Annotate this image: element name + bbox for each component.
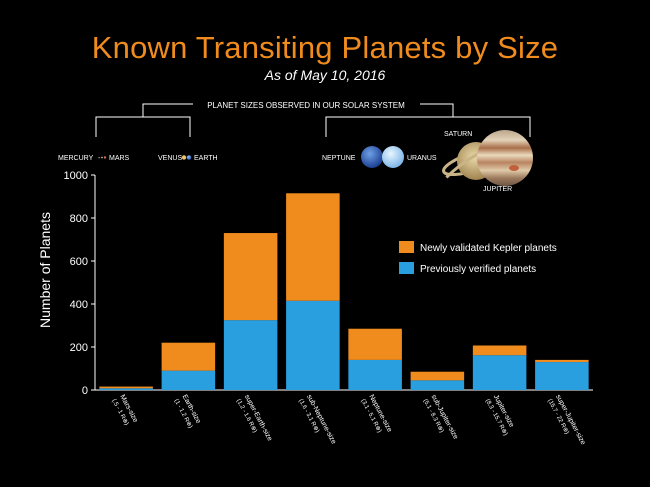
x-tick-label: Neptune-size(3.1 - 5.1 R⊕)	[359, 394, 393, 434]
bar-previous-3	[286, 300, 340, 390]
venus-label: VENUS	[158, 155, 182, 162]
bar-previous-0	[99, 388, 153, 390]
y-tick-label: 0	[82, 385, 88, 397]
y-ticks: 0 200 400 600 800 1000	[64, 170, 95, 397]
y-tick-label: 400	[70, 299, 88, 311]
uranus-icon	[382, 146, 404, 168]
mars-icon	[103, 156, 107, 159]
jupiter-label: JUPITER	[483, 186, 512, 193]
bar-new-0	[99, 386, 153, 389]
y-axis-label: Number of Planets	[37, 212, 53, 328]
bar-new-4	[348, 328, 402, 360]
saturn-label: SATURN	[444, 131, 472, 138]
bar-new-5	[410, 371, 465, 381]
label-dash: -	[98, 155, 101, 162]
earth-icon	[186, 155, 192, 160]
bar-previous-5	[410, 380, 465, 390]
bar-previous-2	[223, 320, 278, 390]
earth-label: EARTH	[194, 155, 218, 162]
x-tick-label: super-Earth-size(1.2 - 1.6 R⊕)	[235, 394, 273, 443]
chart-subtitle: As of May 10, 2016	[264, 67, 386, 83]
neptune-label: NEPTUNE	[322, 155, 356, 162]
neptune-icon	[361, 146, 383, 168]
legend-swatch-previous	[399, 262, 414, 274]
bar-new-3	[286, 193, 340, 301]
bar-previous-6	[472, 355, 527, 390]
x-tick-label: Mars-size(.5 - 1 R⊕)	[110, 394, 138, 427]
x-tick-label: super-Jupiter-size(15.7 - 22 R⊕)	[546, 394, 586, 446]
chart-title: Known Transiting Planets by Size	[91, 30, 559, 65]
solar-system-label: PLANET SIZES OBSERVED IN OUR SOLAR SYSTE…	[207, 101, 405, 110]
x-tick-label: Jupiter-size(8.3 - 15.7 R⊕)	[484, 394, 515, 437]
great-red-spot	[509, 165, 519, 171]
legend: Newly validated Kepler planets Previousl…	[399, 241, 557, 275]
bar-new-2	[223, 233, 278, 321]
x-tick-labels: Mars-size(.5 - 1 R⊕) Earth-size(1 - 1.2 R…	[110, 394, 586, 446]
x-tick-label: sub-Neptune-size(1.6 - 3.1 R⊕)	[297, 394, 337, 446]
venus-icon	[181, 155, 187, 160]
bar-previous-1	[161, 370, 216, 390]
jupiter-icon	[477, 130, 533, 186]
legend-label-previous: Previously verified planets	[420, 264, 536, 275]
legend-swatch-new	[399, 241, 414, 253]
bar-previous-4	[348, 359, 402, 390]
legend-label-new: Newly validated Kepler planets	[420, 243, 557, 254]
mercury-icon	[101, 156, 103, 159]
bar-new-6	[472, 345, 527, 356]
bar-new-1	[161, 342, 216, 371]
x-tick-label: sub-Jupiter-size(5.1 - 8.3 R⊕)	[422, 394, 459, 441]
bar-new-7	[535, 359, 589, 363]
x-tick-label: Earth-size(1 - 1.2 R⊕)	[173, 394, 202, 430]
bars	[99, 193, 589, 390]
y-tick-label: 800	[70, 213, 88, 225]
mercury-label: MERCURY	[58, 155, 94, 162]
solar-system-bracket	[95, 103, 531, 137]
bar-previous-7	[535, 362, 589, 390]
y-tick-label: 200	[70, 342, 88, 354]
mars-label: MARS	[109, 155, 130, 162]
y-tick-label: 1000	[64, 170, 88, 182]
y-tick-label: 600	[70, 256, 88, 268]
uranus-label: URANUS	[407, 155, 437, 162]
